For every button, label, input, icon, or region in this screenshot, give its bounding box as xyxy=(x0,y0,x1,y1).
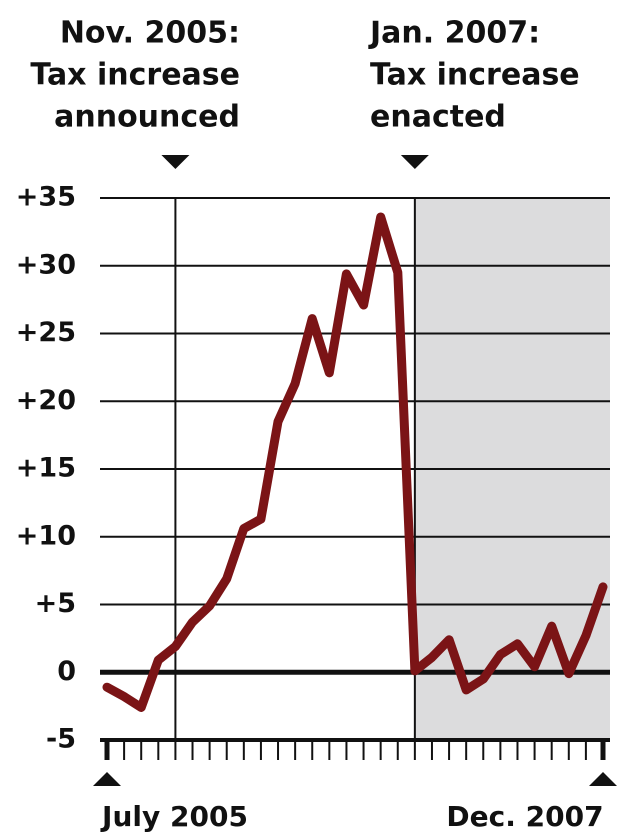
annotation-text: Tax increase xyxy=(370,58,580,93)
annotation-text: Jan. 2007: xyxy=(368,16,540,51)
x-marker xyxy=(589,772,617,786)
y-tick-label: 0 xyxy=(57,656,76,687)
x-tick-label: July 2005 xyxy=(100,800,248,833)
annotation-marker xyxy=(161,155,190,169)
annotation-text: Tax increase xyxy=(30,58,240,93)
y-tick-label: -5 xyxy=(46,724,76,755)
data-line xyxy=(102,212,608,712)
y-tick-label: +35 xyxy=(16,182,76,213)
y-tick-label: +30 xyxy=(16,249,76,280)
annotation-text: announced xyxy=(54,100,240,135)
x-tick-label: Dec. 2007 xyxy=(446,800,603,833)
y-tick-label: +20 xyxy=(16,385,76,416)
x-marker xyxy=(93,772,121,786)
annotation-text: Nov. 2005: xyxy=(60,16,240,51)
y-tick-label: +15 xyxy=(16,453,76,484)
annotation-text: enacted xyxy=(370,100,506,135)
annotation-marker xyxy=(400,155,429,169)
y-tick-label: +5 xyxy=(35,588,76,619)
y-tick-label: +25 xyxy=(16,317,76,348)
y-tick-label: +10 xyxy=(16,520,76,551)
